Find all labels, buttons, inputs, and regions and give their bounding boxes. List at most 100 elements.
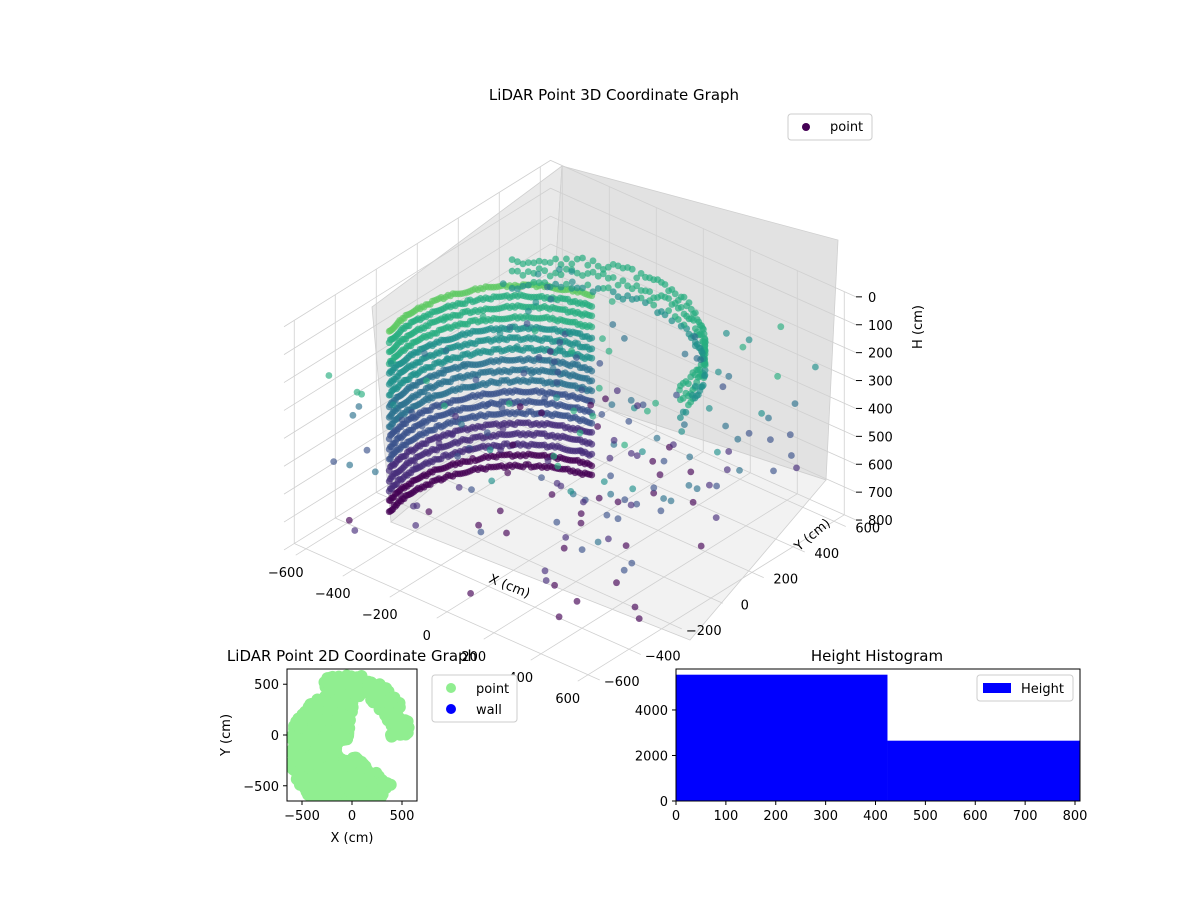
- legend-2d: point wall: [432, 675, 517, 722]
- point-3d: [589, 413, 596, 420]
- chart-2d-y-tick-label: 0: [271, 729, 279, 744]
- point-3d: [500, 425, 507, 432]
- point-2d: [347, 674, 359, 686]
- point-3d: [725, 373, 732, 380]
- chart-3d-x-tick-label: −200: [362, 608, 398, 623]
- point-3d: [467, 590, 474, 597]
- chart-3d-z-tick-label: 0: [868, 291, 876, 306]
- chart-3d-x-tick-label: 0: [423, 629, 431, 644]
- point-3d: [611, 437, 618, 444]
- point-3d: [774, 373, 781, 380]
- point-3d: [517, 403, 524, 410]
- point-3d: [547, 273, 554, 280]
- chart-hist-y-tick-label: 2000: [635, 749, 668, 764]
- point-3d: [598, 411, 605, 418]
- point-2d: [347, 757, 359, 769]
- chart-2d-x-tick-label: 500: [390, 809, 415, 824]
- point-3d: [554, 379, 561, 386]
- point-2d: [376, 783, 388, 795]
- point-3d: [509, 256, 516, 263]
- point-3d: [567, 488, 574, 495]
- point-2d: [362, 773, 374, 785]
- chart-3d-y-tick-label: −400: [645, 649, 681, 664]
- point-3d: [421, 350, 428, 357]
- point-3d: [700, 382, 707, 389]
- chart-3d-title: LiDAR Point 3D Coordinate Graph: [489, 86, 739, 104]
- point-3d: [386, 488, 393, 495]
- point-3d: [456, 484, 463, 491]
- point-3d: [713, 514, 720, 521]
- point-3d: [613, 579, 620, 586]
- point-3d: [682, 351, 689, 358]
- point-2d: [359, 761, 371, 773]
- point-3d: [358, 391, 365, 398]
- legend-2d-label-point: point: [476, 682, 509, 697]
- point-3d: [607, 472, 614, 479]
- point-3d: [628, 560, 635, 567]
- point-3d: [615, 282, 622, 289]
- point-3d: [556, 613, 563, 620]
- point-2d: [376, 684, 388, 696]
- chart-3d-y-tick-label: −200: [686, 624, 722, 639]
- point-3d: [468, 486, 475, 493]
- point-3d: [614, 387, 621, 394]
- point-3d: [566, 328, 573, 335]
- point-3d: [652, 400, 659, 407]
- point-3d: [812, 364, 819, 371]
- point-3d: [426, 508, 433, 515]
- chart-3d-z-tick-label: 600: [868, 458, 893, 473]
- point-3d: [386, 370, 393, 377]
- point-2d: [304, 709, 316, 721]
- point-3d: [473, 376, 480, 383]
- point-3d: [746, 430, 753, 437]
- point-3d: [485, 401, 492, 408]
- point-3d: [514, 343, 521, 350]
- point-3d: [596, 495, 603, 502]
- point-3d: [706, 405, 713, 412]
- point-3d: [692, 325, 699, 332]
- point-3d: [734, 436, 741, 443]
- point-3d: [654, 435, 661, 442]
- point-3d: [440, 367, 447, 374]
- chart-3d-z-tick-label: 700: [868, 486, 893, 501]
- point-3d: [590, 288, 597, 295]
- point-2d: [383, 706, 395, 718]
- point-3d: [386, 497, 393, 504]
- chart-hist-x-tick-label: 0: [672, 809, 680, 824]
- point-3d: [544, 284, 551, 291]
- point-3d: [665, 287, 672, 294]
- chart-hist-x-tick-label: 100: [713, 809, 738, 824]
- chart-hist-x-tick-label: 600: [963, 809, 988, 824]
- point-3d: [386, 414, 393, 421]
- point-2d: [393, 712, 405, 724]
- point-3d: [714, 449, 721, 456]
- point-3d: [681, 421, 688, 428]
- point-3d: [441, 403, 448, 410]
- point-3d: [678, 323, 685, 330]
- point-3d: [372, 468, 379, 475]
- point-3d: [532, 328, 539, 335]
- point-3d: [685, 380, 692, 387]
- legend-2d-label-wall: wall: [476, 703, 502, 718]
- point-3d: [538, 410, 545, 417]
- point-3d: [621, 335, 628, 342]
- point-3d: [594, 423, 601, 430]
- point-3d: [542, 567, 549, 574]
- point-3d: [488, 478, 495, 485]
- point-3d: [578, 520, 585, 527]
- point-3d: [758, 410, 765, 417]
- point-2d: [323, 714, 335, 726]
- point-3d: [528, 370, 535, 377]
- point-3d: [553, 519, 560, 526]
- point-3d: [715, 369, 722, 376]
- chart-3d-y-tick-label: −600: [604, 675, 640, 690]
- point-3d: [425, 392, 432, 399]
- legend-2d-marker-point: [446, 683, 456, 693]
- point-3d: [533, 299, 540, 306]
- point-3d: [550, 365, 557, 372]
- point-3d: [386, 423, 393, 430]
- chart-2d-ylabel: Y (cm): [219, 714, 234, 757]
- point-3d: [678, 428, 685, 435]
- point-3d: [792, 400, 799, 407]
- point-3d: [364, 447, 371, 454]
